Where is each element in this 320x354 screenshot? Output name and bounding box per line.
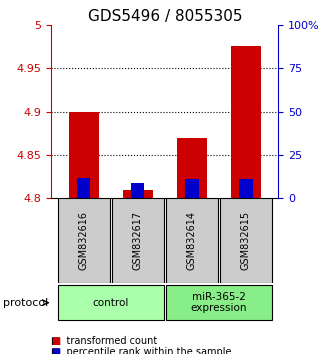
Title: GDS5496 / 8055305: GDS5496 / 8055305 — [88, 8, 242, 24]
Text: control: control — [92, 298, 129, 308]
Text: protocol: protocol — [3, 298, 48, 308]
Bar — [69, 112, 99, 198]
Text: GSM832616: GSM832616 — [79, 211, 89, 270]
Text: ■: ■ — [51, 347, 60, 354]
Bar — [239, 179, 252, 198]
Bar — [177, 137, 207, 198]
Bar — [220, 198, 272, 283]
Bar — [231, 46, 261, 198]
Text: miR-365-2
expression: miR-365-2 expression — [191, 292, 247, 314]
Bar — [77, 178, 90, 198]
Text: GSM832614: GSM832614 — [187, 211, 197, 270]
Bar — [131, 183, 144, 198]
Bar — [58, 198, 110, 283]
Bar — [185, 179, 198, 198]
Text: GSM832615: GSM832615 — [241, 211, 251, 270]
Text: ■  percentile rank within the sample: ■ percentile rank within the sample — [51, 347, 232, 354]
Bar — [166, 285, 272, 320]
Bar — [123, 189, 153, 198]
Text: ■: ■ — [51, 336, 60, 346]
Bar — [166, 198, 218, 283]
Bar — [112, 198, 164, 283]
Text: ■  transformed count: ■ transformed count — [51, 336, 157, 346]
Text: GSM832617: GSM832617 — [133, 211, 143, 270]
Bar — [58, 285, 164, 320]
